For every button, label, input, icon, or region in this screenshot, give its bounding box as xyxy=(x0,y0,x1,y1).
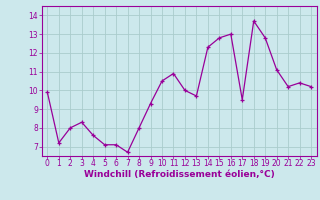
X-axis label: Windchill (Refroidissement éolien,°C): Windchill (Refroidissement éolien,°C) xyxy=(84,170,275,179)
